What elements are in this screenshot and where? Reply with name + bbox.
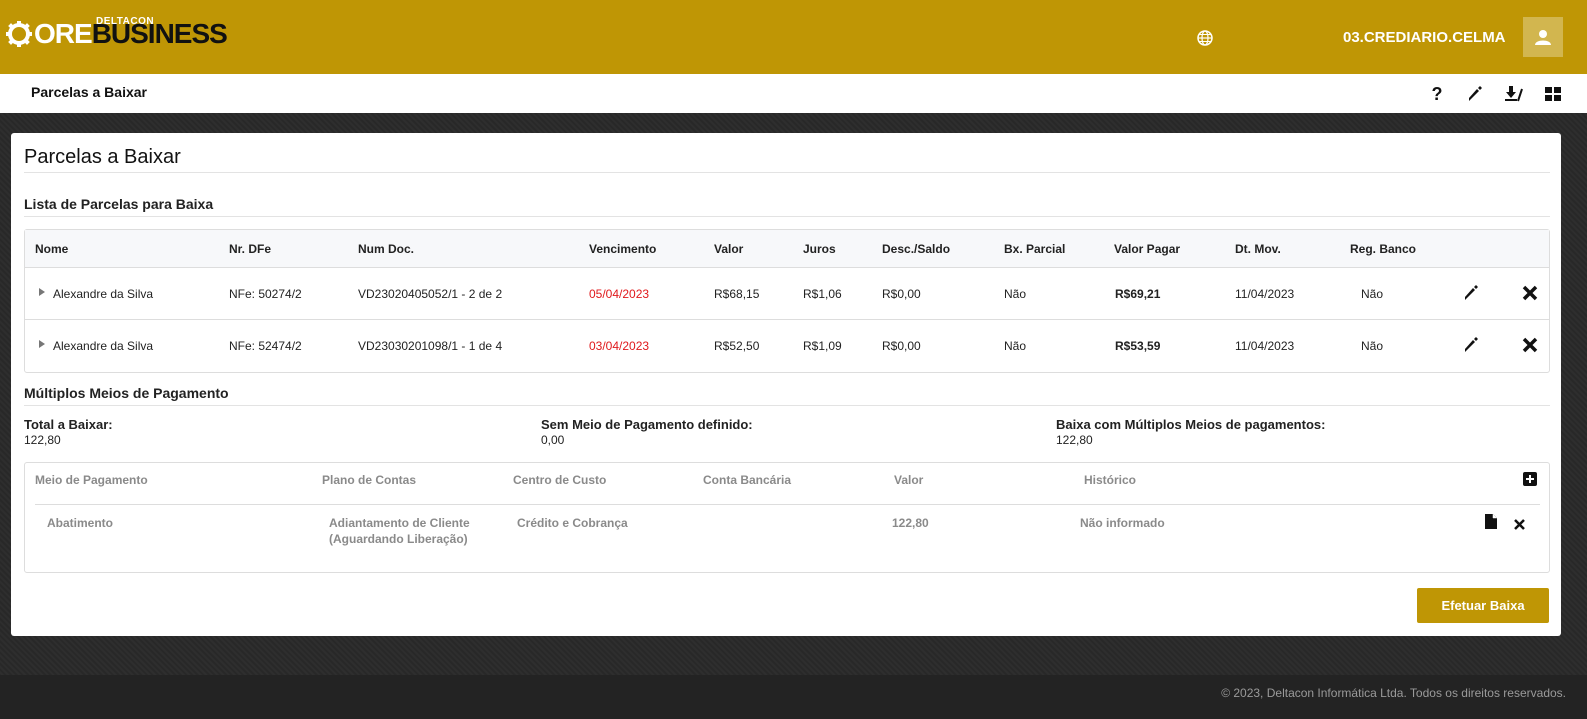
list-section-title: Lista de Parcelas para Baixa bbox=[24, 196, 214, 212]
col-regbanco[interactable]: Reg. Banco bbox=[1350, 242, 1417, 256]
remove-close-icon[interactable] bbox=[1514, 517, 1525, 535]
user-menu-button[interactable] bbox=[1523, 17, 1563, 57]
col-numdoc[interactable]: Num Doc. bbox=[358, 242, 415, 256]
total-baixar-value: 122,80 bbox=[24, 433, 61, 447]
cell-dtmov: 11/04/2023 bbox=[1235, 339, 1295, 353]
cell-dtmov: 11/04/2023 bbox=[1235, 287, 1295, 301]
cell-bxparcial: Não bbox=[1004, 339, 1027, 353]
multiplos-meios-value: 122,80 bbox=[1056, 433, 1093, 447]
add-plus-icon[interactable] bbox=[1523, 472, 1537, 491]
gear-logo-icon bbox=[6, 21, 32, 47]
panel-title: Parcelas a Baixar bbox=[24, 146, 181, 168]
divider bbox=[35, 504, 1540, 505]
cell-nome: Alexandre da Silva bbox=[53, 287, 154, 301]
efetuar-baixa-button[interactable]: Efetuar Baixa bbox=[1417, 588, 1549, 623]
cell-plano: Adiantamento de Cliente (Aguardando Libe… bbox=[329, 515, 470, 547]
user-icon bbox=[1535, 30, 1551, 45]
col-bxparcial[interactable]: Bx. Parcial bbox=[1004, 242, 1066, 256]
cell-bxparcial: Não bbox=[1004, 287, 1027, 301]
col-meio: Meio de Pagamento bbox=[35, 473, 148, 487]
edit-pencil-icon[interactable] bbox=[1462, 284, 1480, 302]
footer: © 2023, Deltacon Informática Ltda. Todos… bbox=[0, 675, 1587, 719]
cell-juros: R$1,06 bbox=[803, 287, 842, 301]
copyright-text: © 2023, Deltacon Informática Ltda. Todos… bbox=[1221, 686, 1566, 700]
help-icon[interactable]: ? bbox=[1431, 83, 1443, 104]
app-logo[interactable]: DELTACON OREBUSINESS bbox=[6, 14, 228, 54]
col-nrdfe[interactable]: Nr. DFe bbox=[229, 242, 272, 256]
cell-valorpagar: R$69,21 bbox=[1115, 287, 1161, 301]
cell-plano-line1: Adiantamento de Cliente bbox=[329, 516, 470, 530]
col-desc[interactable]: Desc./Saldo bbox=[882, 242, 951, 256]
remove-close-icon[interactable] bbox=[1521, 336, 1539, 354]
logo-text: OREBUSINESS bbox=[34, 18, 228, 49]
cell-valor: 122,80 bbox=[892, 516, 929, 530]
main-panel: Parcelas a Baixar Lista de Parcelas para… bbox=[11, 133, 1561, 636]
page-title: Parcelas a Baixar bbox=[31, 84, 147, 100]
edit-pencil-icon[interactable] bbox=[1462, 336, 1480, 354]
sem-meio-value: 0,00 bbox=[541, 433, 565, 447]
col-centro: Centro de Custo bbox=[513, 473, 607, 487]
col-conta: Conta Bancária bbox=[703, 473, 792, 487]
pencil-icon[interactable] bbox=[1466, 85, 1484, 103]
expand-caret-icon[interactable] bbox=[39, 288, 45, 296]
cell-meio: Abatimento bbox=[47, 516, 113, 530]
col-plano: Plano de Contas bbox=[322, 473, 417, 487]
col-historico: Histórico bbox=[1084, 473, 1137, 487]
col-juros[interactable]: Juros bbox=[803, 242, 836, 256]
cell-nome: Alexandre da Silva bbox=[53, 339, 154, 353]
cell-desc: R$0,00 bbox=[882, 339, 921, 353]
cell-desc: R$0,00 bbox=[882, 287, 921, 301]
cell-valor: R$52,50 bbox=[714, 339, 760, 353]
table-row[interactable]: Alexandre da Silva NFe: 50274/2 VD230204… bbox=[25, 268, 1549, 320]
col-dtmov[interactable]: Dt. Mov. bbox=[1235, 242, 1281, 256]
table-row[interactable]: Alexandre da Silva NFe: 52474/2 VD230302… bbox=[25, 320, 1549, 372]
remove-close-icon[interactable] bbox=[1521, 284, 1539, 302]
divider bbox=[24, 216, 1550, 217]
logo-small-text: DELTACON bbox=[96, 16, 155, 27]
cell-plano-line2: (Aguardando Liberação) bbox=[329, 532, 468, 546]
username[interactable]: 03.CREDIARIO.CELMA bbox=[1343, 29, 1506, 46]
multi-payment-title: Múltiplos Meios de Pagamento bbox=[24, 385, 229, 401]
sem-meio-label: Sem Meio de Pagamento definido: bbox=[541, 417, 753, 432]
layout-icon[interactable] bbox=[1544, 85, 1562, 103]
cell-valor: R$68,15 bbox=[714, 287, 760, 301]
cell-nrdfe: NFe: 52474/2 bbox=[229, 339, 302, 353]
globe-icon[interactable] bbox=[1197, 30, 1213, 46]
cell-regbanco: Não bbox=[1361, 339, 1384, 353]
cell-centro: Crédito e Cobrança bbox=[517, 516, 628, 530]
document-icon[interactable] bbox=[1485, 514, 1497, 534]
cell-juros: R$1,09 bbox=[803, 339, 842, 353]
table-header: Nome Nr. DFe Num Doc. Vencimento Valor J… bbox=[25, 230, 1549, 268]
expand-caret-icon[interactable] bbox=[39, 340, 45, 348]
cell-vencimento: 03/04/2023 bbox=[589, 339, 650, 353]
parcelas-table: Nome Nr. DFe Num Doc. Vencimento Valor J… bbox=[24, 229, 1550, 373]
cell-vencimento: 05/04/2023 bbox=[589, 287, 650, 301]
cell-nrdfe: NFe: 50274/2 bbox=[229, 287, 302, 301]
divider bbox=[24, 405, 1550, 406]
download-icon[interactable] bbox=[1505, 85, 1523, 103]
cell-regbanco: Não bbox=[1361, 287, 1384, 301]
col-valor: Valor bbox=[894, 473, 924, 487]
total-baixar-label: Total a Baixar: bbox=[24, 417, 113, 432]
cell-numdoc: VD23020405052/1 - 2 de 2 bbox=[358, 287, 503, 301]
cell-valorpagar: R$53,59 bbox=[1115, 339, 1161, 353]
payment-methods-table: Meio de Pagamento Plano de Contas Centro… bbox=[24, 462, 1550, 573]
col-nome[interactable]: Nome bbox=[35, 242, 69, 256]
divider bbox=[24, 172, 1550, 173]
top-bar: DELTACON OREBUSINESS 03.CREDIARIO.CELMA bbox=[0, 0, 1587, 74]
col-vencimento[interactable]: Vencimento bbox=[589, 242, 657, 256]
sub-header: Parcelas a Baixar ? bbox=[0, 74, 1587, 113]
multiplos-meios-label: Baixa com Múltiplos Meios de pagamentos: bbox=[1056, 417, 1326, 432]
col-valor[interactable]: Valor bbox=[714, 242, 744, 256]
logo-business: BUSINESS bbox=[91, 18, 228, 49]
col-valorpagar[interactable]: Valor Pagar bbox=[1114, 242, 1181, 256]
cell-historico: Não informado bbox=[1080, 516, 1165, 530]
logo-core: ORE bbox=[34, 18, 93, 49]
cell-numdoc: VD23030201098/1 - 1 de 4 bbox=[358, 339, 503, 353]
